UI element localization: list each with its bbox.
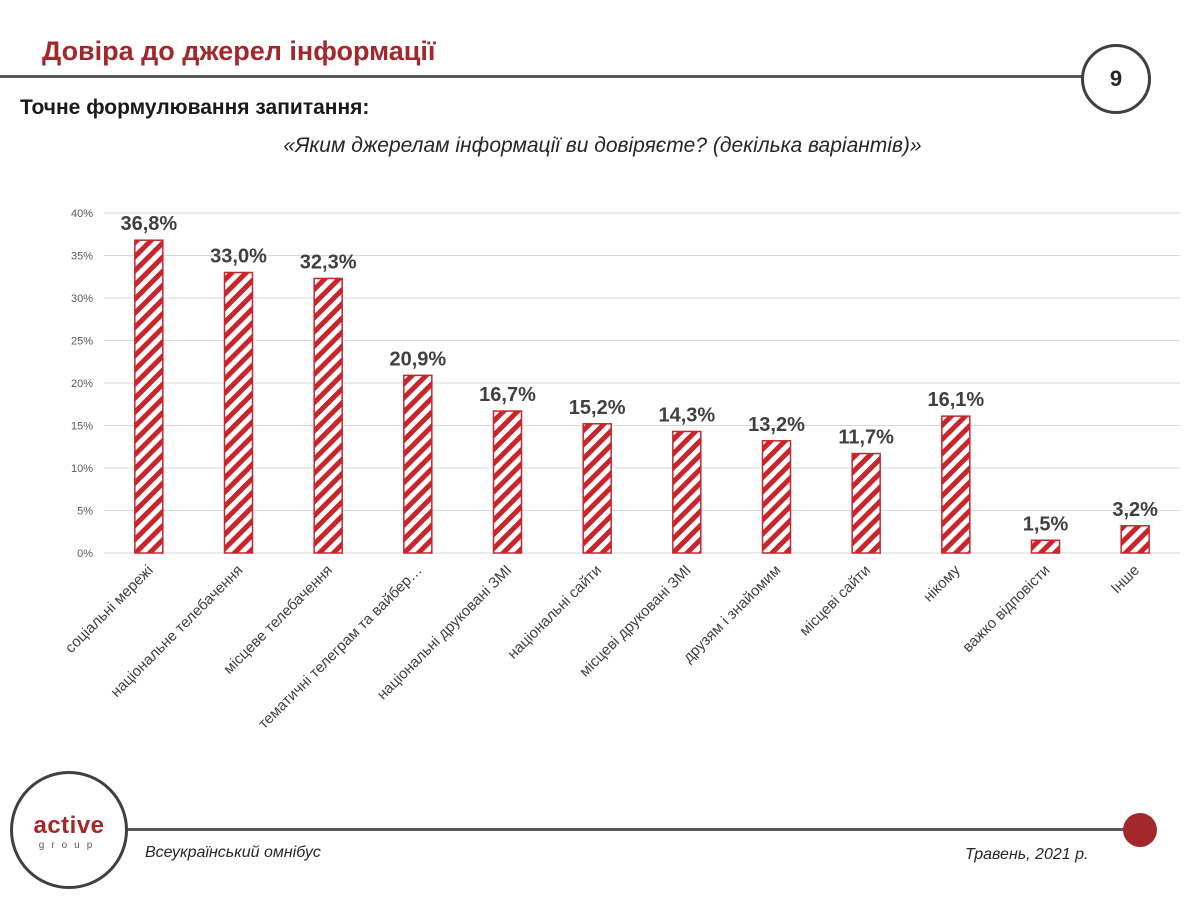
- footer-date: Травень, 2021 р.: [965, 846, 1089, 863]
- y-tick-label: 35%: [71, 251, 93, 263]
- data-label: 1,5%: [1023, 513, 1069, 535]
- question-text: «Яким джерелам інформації ви довіряєте? …: [283, 134, 922, 157]
- y-tick-label: 20%: [71, 378, 93, 390]
- y-tick-label: 15%: [71, 421, 93, 433]
- data-label: 15,2%: [569, 397, 626, 419]
- data-label: 11,7%: [838, 427, 894, 449]
- bar: [134, 239, 164, 554]
- data-label: 32,3%: [300, 251, 357, 273]
- y-tick-label: 30%: [71, 293, 93, 305]
- data-label: 16,1%: [927, 389, 984, 411]
- value-labels: 36,8% 33,0% 32,3% 20,9% 16,7% 15,2% 14,3% 13,2%…: [120, 213, 1158, 535]
- footer-survey-name: Всеукраїнський омнібус: [145, 844, 321, 861]
- data-label: 14,3%: [658, 404, 715, 426]
- data-label: 36,8%: [120, 213, 177, 235]
- bar: [313, 277, 343, 554]
- y-tick-label: 25%: [71, 336, 93, 348]
- logo-sub: group: [38, 840, 100, 851]
- bar: [1030, 539, 1061, 554]
- bar: [403, 374, 433, 554]
- chart-grid: [104, 212, 1180, 554]
- page-number: 9: [1109, 66, 1123, 91]
- data-label: 3,2%: [1112, 499, 1158, 521]
- logo: active group: [10, 771, 128, 889]
- bar: [223, 271, 254, 554]
- bars: [134, 239, 1150, 554]
- y-axis: 0% 5% 10% 15% 20% 25% 30% 35% 40%: [71, 208, 93, 560]
- bar: [1120, 525, 1150, 554]
- bar-chart: 0% 5% 10% 15% 20% 25% 30% 35% 40% 36,8% 33,0% 32,3…: [62, 208, 1180, 732]
- header-divider: [0, 75, 1085, 78]
- y-tick-label: 10%: [71, 463, 93, 475]
- page-title: Довіра до джерел інформації: [42, 36, 436, 66]
- x-tick-label: друзям і знайомим: [680, 562, 784, 666]
- bar: [761, 440, 792, 554]
- footer-divider: [98, 828, 1138, 831]
- data-label: 33,0%: [210, 246, 267, 268]
- bar: [941, 415, 971, 554]
- bar: [492, 410, 523, 554]
- x-tick-label: тематичні телеграм та вайбер…: [255, 562, 426, 733]
- x-tick-label: Інше: [1108, 562, 1143, 597]
- x-tick-label: важко відповісти: [959, 562, 1053, 656]
- bar: [851, 452, 881, 554]
- y-tick-label: 40%: [71, 208, 93, 220]
- question-label: Точне формулювання запитання:: [20, 96, 370, 119]
- footer-dot: [1123, 813, 1157, 847]
- bar: [672, 430, 702, 554]
- page-number-badge: 9: [1081, 44, 1151, 114]
- data-label: 16,7%: [479, 384, 536, 406]
- x-tick-label: місцеві сайти: [796, 562, 874, 640]
- x-tick-label: соціальні мережі: [62, 562, 157, 657]
- y-tick-label: 5%: [77, 506, 93, 518]
- data-label: 20,9%: [389, 348, 446, 370]
- logo-word: active: [33, 812, 105, 839]
- x-tick-label: нікому: [920, 561, 964, 605]
- y-tick-label: 0%: [77, 548, 93, 560]
- data-label: 13,2%: [748, 414, 805, 436]
- x-tick-label: національні сайти: [504, 562, 605, 663]
- bar: [582, 423, 612, 554]
